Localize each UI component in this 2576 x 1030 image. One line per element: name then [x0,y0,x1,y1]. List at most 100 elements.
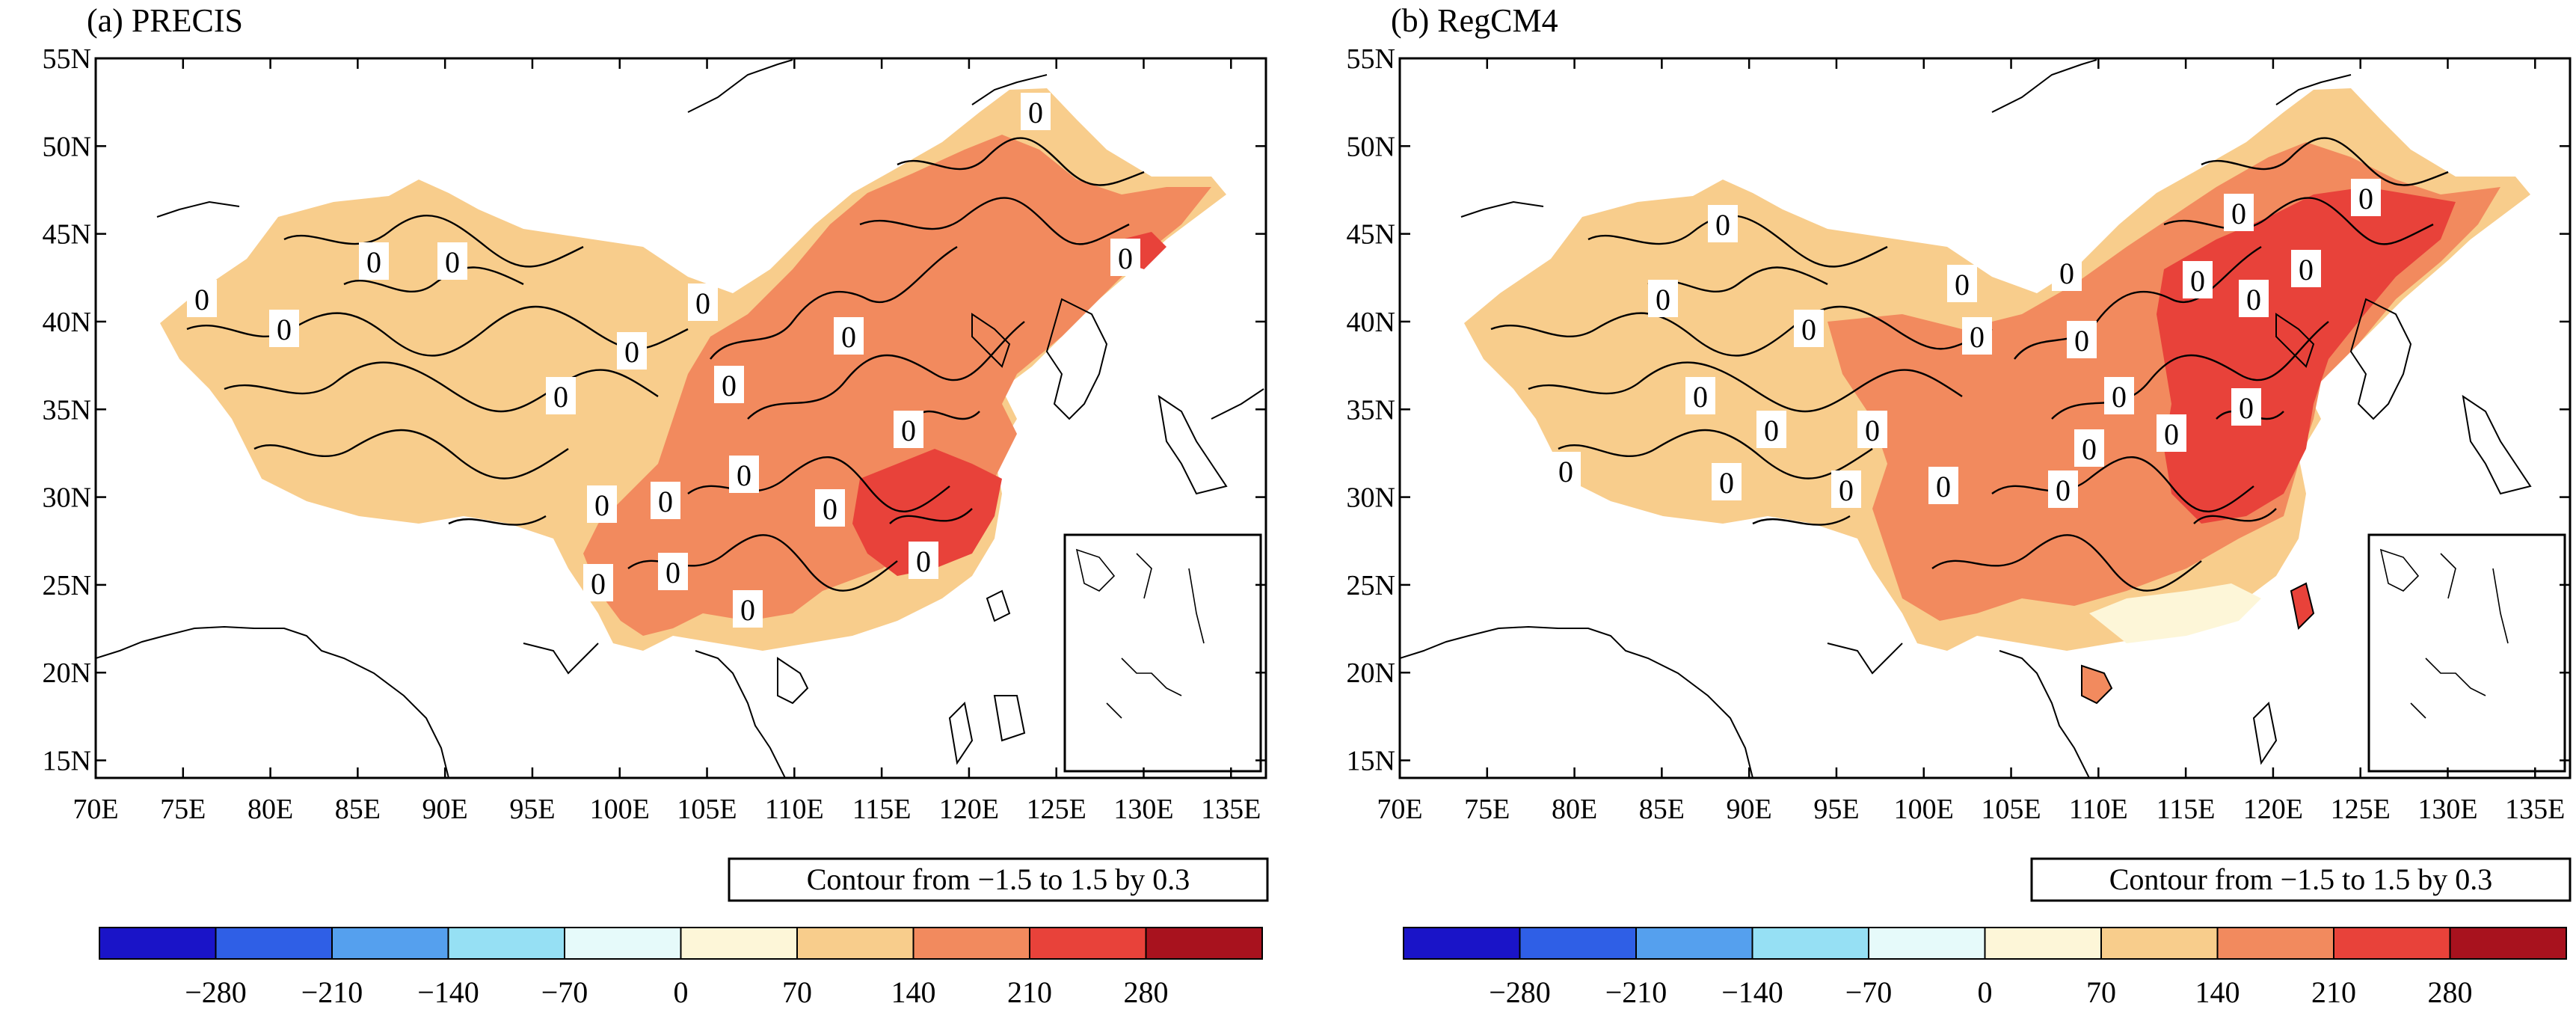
panel-a: (a) PRECIS [43,2,1269,1009]
lat-labels: 15N 20N 25N 30N 35N 40N 45N 50N 55N [43,43,1266,777]
colorbar-swatch [1029,927,1147,960]
contour-label: 0 [445,245,460,279]
colorbar-label: 140 [891,975,936,1009]
contour-label: 0 [1865,414,1880,447]
panel-a-map-area: 0 0 0 0 0 0 0 0 0 0 0 0 0 0 0 0 0 0 0 0 [96,58,1266,778]
contour-label: 0 [2231,197,2246,230]
lon-tick-label: 115E [852,794,912,825]
colorbar-swatch [564,927,682,960]
contour-label: 0 [841,320,856,354]
colorbar-swatch [1403,927,1521,960]
lat-tick-label: 40N [1347,307,1395,338]
contour-label: 0 [553,380,568,414]
contour-label: 0 [740,593,755,627]
contour-label: 0 [2299,253,2314,286]
lon-labels: 70E 75E 80E 85E 90E 95E 100E 105E 110E 115E 120E 12… [73,58,1261,825]
lat-tick-label: 40N [43,307,91,338]
contour-label: 0 [1719,466,1734,500]
lon-tick-label: 85E [335,794,381,825]
lat-tick-label: 55N [1347,43,1395,75]
colorbar-label: −210 [301,975,363,1009]
colorbar-swatch [1984,927,2102,960]
colorbar-label: −70 [541,975,588,1009]
panel-b-map-area: 0 0 0 0 0 0 0 0 0 0 0 0 0 0 0 0 0 [1400,58,2570,778]
lat-tick-label: 50N [43,131,91,162]
contour-note: Contour from −1.5 to 1.5 by 0.3 [807,862,1190,896]
colorbar-swatch [331,927,449,960]
contour-label: 0 [624,335,639,369]
lon-tick-label: 75E [160,794,206,825]
colorbar-label: 210 [1007,975,1052,1009]
colorbar-label: 70 [782,975,812,1009]
lon-tick-label: 95E [1813,794,1859,825]
colorbar-swatch [912,927,1030,960]
lat-tick-label: 20N [43,657,91,689]
colorbar-swatch [1751,927,1869,960]
contour-label: 0 [2246,283,2261,316]
contour-label: 0 [2056,473,2071,507]
contour-label: 0 [2074,324,2089,358]
contour-label: 0 [695,286,710,320]
contour-label: 0 [2082,432,2097,466]
contour-note: Contour from −1.5 to 1.5 by 0.3 [2109,862,2493,896]
colorbar-label: 0 [1978,975,1993,1009]
contour-label: 0 [1839,473,1854,507]
lon-tick-label: 95E [509,794,555,825]
contour-label: 0 [1558,455,1573,488]
colorbar-label: −280 [1489,975,1551,1009]
colorbar-label: 0 [674,975,689,1009]
contour-label: 0 [1693,380,1708,414]
lat-tick-label: 35N [1347,394,1395,426]
contour-label: 0 [658,485,673,518]
lat-tick-label: 55N [43,43,91,75]
colorbar: −280 −210 −140 −70 0 70 140 210 280 [1403,927,2567,1009]
coastlines [96,59,1264,778]
lat-tick-label: 50N [1347,131,1395,162]
contour-label: 0 [1656,283,1670,316]
lon-tick-label: 70E [73,794,118,825]
contour-label: 0 [722,369,737,402]
colorbar-swatch [796,927,914,960]
colorbar-label: 140 [2195,975,2240,1009]
colorbar-swatch [2100,927,2219,960]
contour-label: 0 [194,283,209,316]
contour-label: 0 [1118,242,1133,275]
contour-label: 0 [277,313,292,346]
contour-labels: 0 0 0 0 0 0 0 0 0 0 0 0 0 0 0 0 0 0 0 0 [187,93,1140,628]
colorbar-swatch [1635,927,1753,960]
colorbar-swatch [447,927,565,960]
lon-tick-label: 110E [765,794,824,825]
south-china-sea-inset [1063,533,1262,773]
lon-tick-label: 130E [2417,794,2477,825]
lat-tick-label: 25N [1347,570,1395,601]
contour-label: 0 [2059,257,2074,290]
lon-tick-label: 130E [1113,794,1173,825]
lon-tick-label: 125E [1027,794,1086,825]
colorbar-swatch [1145,927,1263,960]
colorbar-swatch [215,927,333,960]
contour-label: 0 [594,488,609,522]
lon-tick-label: 120E [2243,794,2303,825]
colorbar-label: −280 [185,975,247,1009]
contour-note-box [2030,857,2572,902]
lon-tick-label: 80E [1552,794,1597,825]
contour-label: 0 [2190,264,2205,298]
lat-tick-label: 30N [1347,482,1395,514]
colorbar-swatch [2333,927,2451,960]
contour-label: 0 [1801,313,1816,346]
colorbar-swatch [1519,927,1637,960]
lon-tick-label: 80E [248,794,293,825]
contour-label: 0 [2164,417,2179,451]
lat-tick-label: 20N [1347,657,1395,689]
colorbar: −280 −210 −140 −70 0 70 140 210 280 [99,927,1263,1009]
contour-label: 0 [1955,268,1970,301]
precip-field-strong [852,449,1002,576]
lon-labels: 70E 75E 80E 85E 90E 95E 100E 105E 110E 115E 120E 12… [1377,58,2565,825]
colorbar-swatch [99,927,217,960]
lat-tick-label: 30N [43,482,91,514]
panel-a-title: (a) PRECIS [87,2,243,39]
lon-tick-label: 105E [1981,794,2041,825]
colorbar-label: 280 [2428,975,2473,1009]
panel-b: (b) RegCM4 [1347,2,2572,1009]
